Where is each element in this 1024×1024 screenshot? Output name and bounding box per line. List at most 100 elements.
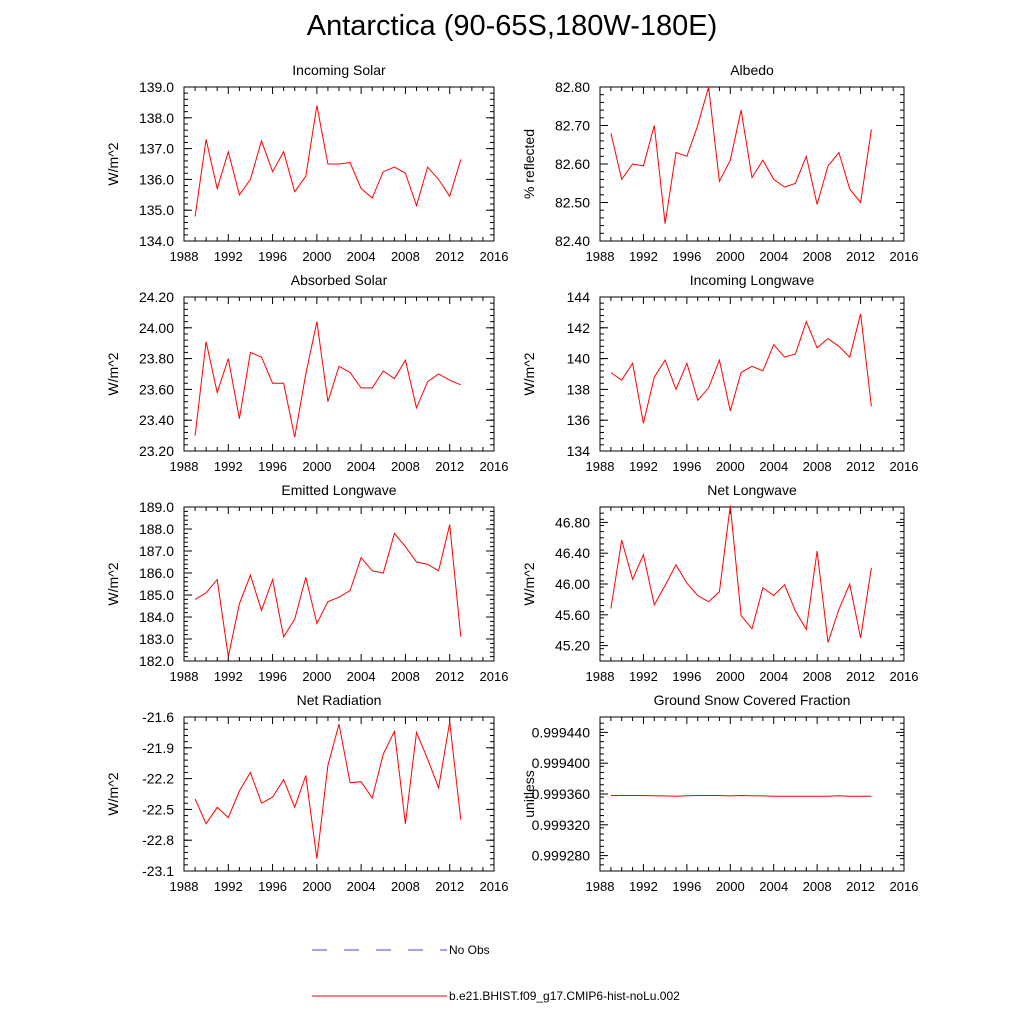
- x-tick-label: 1988: [170, 459, 199, 474]
- series-line: [610, 794, 872, 797]
- x-tick-label: 2000: [302, 879, 331, 894]
- x-tick-label: 2012: [846, 249, 875, 264]
- x-tick-label: 1988: [586, 459, 615, 474]
- x-tick-label: 1988: [170, 249, 199, 264]
- y-tick-label: 0.999440: [532, 724, 591, 740]
- x-tick-label: 1996: [672, 669, 701, 684]
- x-tick-label: 1996: [258, 879, 287, 894]
- x-tick-label: 2000: [302, 459, 331, 474]
- x-tick-label: 2004: [347, 879, 376, 894]
- y-tick-label: 134: [567, 443, 591, 459]
- x-tick-label: 2016: [890, 249, 919, 264]
- y-tick-label: 139.0: [139, 79, 174, 95]
- x-tick-label: 1996: [258, 669, 287, 684]
- x-tick-label: 1992: [629, 879, 658, 894]
- x-tick-label: 2004: [759, 879, 788, 894]
- series-line: [610, 505, 872, 643]
- y-tick-label: 45.60: [555, 607, 590, 623]
- panel-net-longwave: Net Longwave W/m^2 1988 1992 1996 2000 2004 200…: [521, 482, 918, 684]
- y-tick-label: 134.0: [139, 233, 174, 249]
- y-tick-label: 187.0: [139, 543, 174, 559]
- y-tick-label: -22.8: [142, 832, 174, 848]
- series-line: [194, 722, 462, 859]
- y-tick-label: 0.999400: [532, 755, 591, 771]
- x-tick-label: 1992: [214, 669, 243, 684]
- x-tick-label: 1988: [170, 879, 199, 894]
- y-tick-label: 186.0: [139, 565, 174, 581]
- y-tick-label: 46.00: [555, 576, 590, 592]
- x-tick-label: 2008: [391, 459, 420, 474]
- x-tick-label: 2008: [391, 249, 420, 264]
- y-tick-label: -22.2: [142, 771, 174, 787]
- x-tick-label: 2016: [890, 459, 919, 474]
- x-tick-label: 2008: [803, 459, 832, 474]
- plot-frame: [183, 506, 495, 662]
- x-tick-label: 1992: [629, 249, 658, 264]
- y-tick-label: 142: [567, 320, 591, 336]
- plot-frame: [599, 86, 905, 242]
- x-tick-label: 2000: [302, 249, 331, 264]
- series-line: [194, 321, 461, 438]
- x-tick-label: 2000: [302, 669, 331, 684]
- panel-title: Emitted Longwave: [281, 482, 396, 498]
- panel-title: Ground Snow Covered Fraction: [654, 692, 851, 708]
- x-tick-label: 2004: [347, 459, 376, 474]
- y-tick-label: 138.0: [139, 110, 174, 126]
- y-tick-label: -22.5: [142, 801, 174, 817]
- y-tick-label: 82.40: [555, 233, 590, 249]
- y-tick-label: 24.20: [139, 289, 174, 305]
- y-axis-label: W/m^2: [521, 562, 537, 605]
- x-tick-label: 1988: [170, 669, 199, 684]
- x-tick-label: 1992: [214, 879, 243, 894]
- x-tick-label: 2016: [480, 879, 509, 894]
- y-tick-label: 82.60: [555, 156, 590, 172]
- y-tick-label: -21.6: [142, 709, 174, 725]
- x-tick-label: 2012: [846, 879, 875, 894]
- y-tick-label: 185.0: [139, 587, 174, 603]
- x-tick-label: 1996: [672, 879, 701, 894]
- x-tick-label: 2008: [803, 669, 832, 684]
- panel-title: Albedo: [730, 62, 774, 78]
- x-tick-label: 2012: [435, 879, 464, 894]
- x-tick-label: 2008: [803, 249, 832, 264]
- y-axis-label: W/m^2: [105, 772, 121, 815]
- y-tick-label: 24.00: [139, 320, 174, 336]
- y-tick-label: 23.40: [139, 412, 174, 428]
- y-tick-label: 138: [567, 381, 591, 397]
- y-axis-label: W/m^2: [105, 352, 121, 395]
- x-tick-label: 2004: [759, 249, 788, 264]
- x-tick-label: 2000: [716, 879, 745, 894]
- y-axis-label: W/m^2: [105, 142, 121, 185]
- y-tick-label: 0.999320: [532, 817, 591, 833]
- y-tick-label: 0.999280: [532, 848, 591, 864]
- y-tick-label: 23.80: [139, 351, 174, 367]
- x-tick-label: 2008: [391, 669, 420, 684]
- x-tick-label: 1996: [672, 249, 701, 264]
- x-tick-label: 2012: [435, 459, 464, 474]
- x-tick-label: 1988: [586, 249, 615, 264]
- panel-title: Incoming Longwave: [690, 272, 815, 288]
- y-axis-label: unitless: [521, 770, 537, 817]
- x-tick-label: 1992: [629, 669, 658, 684]
- x-tick-label: 2000: [716, 669, 745, 684]
- panel-net-radiation: Net Radiation W/m^2 1988 1992 1996 2000 2004 20…: [105, 692, 508, 894]
- x-tick-label: 2004: [347, 669, 376, 684]
- x-tick-label: 2016: [480, 669, 509, 684]
- y-tick-label: 45.20: [555, 638, 590, 654]
- x-tick-label: 2012: [846, 459, 875, 474]
- panel-ground-snow-covered-fraction: Ground Snow Covered Fraction unitless 1988…: [521, 692, 918, 894]
- x-tick-label: 2016: [890, 879, 919, 894]
- y-tick-label: 0.999360: [532, 786, 591, 802]
- series-line: [610, 86, 872, 224]
- panel-title: Absorbed Solar: [291, 272, 388, 288]
- y-tick-label: 82.70: [555, 118, 590, 134]
- x-tick-label: 2012: [846, 669, 875, 684]
- x-tick-label: 2004: [759, 459, 788, 474]
- series-line: [194, 524, 462, 657]
- chart-panels: Incoming Solar W/m^2 1988 1992 1996 2000 2004 2…: [105, 62, 918, 894]
- y-tick-label: 140: [567, 351, 591, 367]
- x-tick-label: 1996: [258, 249, 287, 264]
- x-tick-label: 2000: [716, 249, 745, 264]
- figure-title: Antarctica (90-65S,180W-180E): [306, 10, 718, 42]
